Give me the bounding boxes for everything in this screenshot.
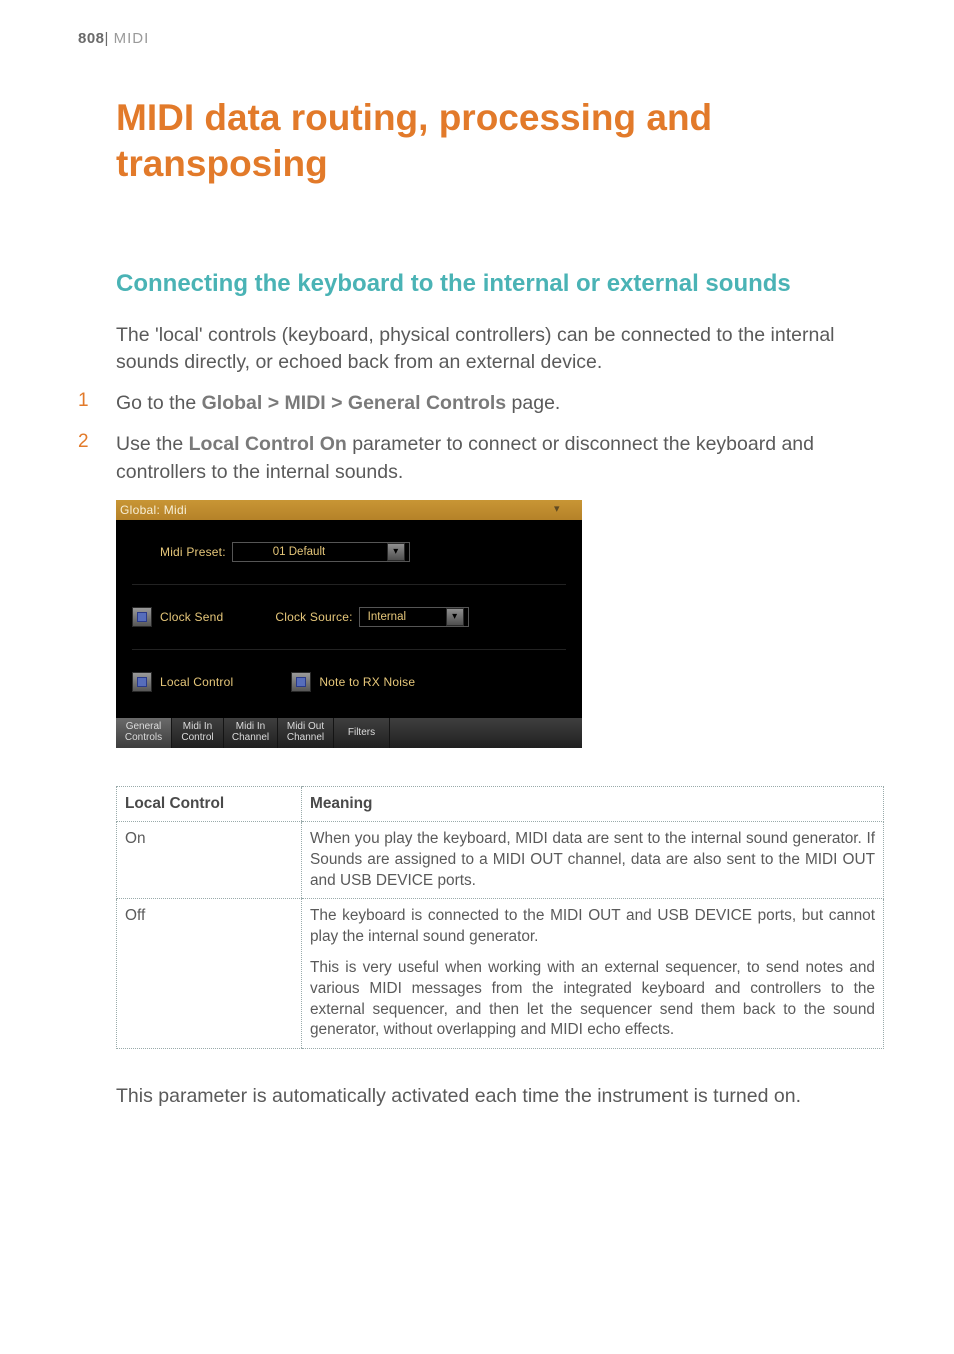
step-body: Use the Local Control On parameter to co… (116, 431, 884, 486)
checkbox-checked-icon (137, 612, 147, 622)
tab-label-line2: Control (181, 733, 213, 744)
cell-paragraph: The keyboard is connected to the MIDI OU… (310, 906, 875, 948)
page-header: 808| MIDI (78, 30, 884, 47)
midi-preset-label: Midi Preset: (160, 545, 226, 559)
nav-path: Global > MIDI > General Controls (202, 392, 506, 414)
chevron-down-icon[interactable]: ▾ (387, 543, 405, 561)
table-row: On When you play the keyboard, MIDI data… (117, 821, 884, 898)
step-text-pre: Go to the (116, 392, 202, 414)
cell-meaning-off: The keyboard is connected to the MIDI OU… (302, 899, 884, 1049)
settings-screenshot: Global: Midi ▾ Midi Preset: 01 Default ▾… (116, 500, 582, 748)
window-titlebar: Global: Midi ▾ (116, 500, 582, 520)
local-control-row: Local Control Note to RX Noise (132, 649, 566, 692)
midi-preset-dropdown[interactable]: 01 Default ▾ (232, 542, 410, 562)
checkbox-checked-icon (137, 677, 147, 687)
checkbox-checked-icon (296, 677, 306, 687)
panel-body: Midi Preset: 01 Default ▾ Clock Send Clo… (116, 520, 582, 718)
tab-filters[interactable]: Filters (334, 718, 390, 748)
cell-local-control-on: On (117, 821, 302, 898)
page-number: 808 (78, 30, 105, 47)
table-row: Off The keyboard is connected to the MID… (117, 899, 884, 1049)
cell-paragraph: This is very useful when working with an… (310, 958, 875, 1041)
tab-midi-in-channel[interactable]: Midi In Channel (224, 718, 278, 748)
table-header-meaning: Meaning (302, 786, 884, 821)
table-header-row: Local Control Meaning (117, 786, 884, 821)
clock-source-dropdown[interactable]: Internal ▾ (359, 607, 469, 627)
step-body: Go to the Global > MIDI > General Contro… (116, 390, 884, 417)
step-2: 2 Use the Local Control On parameter to … (78, 431, 884, 486)
tab-midi-in-control[interactable]: Midi In Control (172, 718, 224, 748)
local-control-label: Local Control (160, 675, 233, 689)
clock-send-checkbox[interactable] (132, 607, 152, 627)
tab-general-controls[interactable]: General Controls (116, 718, 172, 748)
note-rx-label: Note to RX Noise (319, 675, 415, 689)
tab-label-line2: Controls (125, 733, 162, 744)
table-header-local-control: Local Control (117, 786, 302, 821)
window-title: Global: Midi (120, 503, 187, 517)
local-control-checkbox[interactable] (132, 672, 152, 692)
chevron-down-icon[interactable]: ▾ (446, 608, 464, 626)
step-text-post: page. (506, 392, 560, 414)
step-text-pre: Use the (116, 433, 189, 455)
clock-row: Clock Send Clock Source: Internal ▾ (132, 584, 566, 627)
tab-label-line1: Filters (348, 728, 375, 739)
tab-label-line2: Channel (287, 733, 324, 744)
step-1: 1 Go to the Global > MIDI > General Cont… (78, 390, 884, 417)
clock-source-label: Clock Source: (275, 610, 352, 624)
page-title: MIDI data routing, processing and transp… (116, 95, 884, 188)
step-number: 1 (78, 390, 116, 412)
section-name: MIDI (114, 30, 150, 47)
local-control-table: Local Control Meaning On When you play t… (116, 786, 884, 1049)
step-number: 2 (78, 431, 116, 453)
subsection-heading: Connecting the keyboard to the internal … (116, 270, 884, 298)
tab-midi-out-channel[interactable]: Midi Out Channel (278, 718, 334, 748)
clock-send-label: Clock Send (160, 610, 223, 624)
parameter-name: Local Control On (189, 433, 347, 455)
cell-local-control-off: Off (117, 899, 302, 1049)
page-separator: | (105, 30, 109, 47)
midi-preset-value: 01 Default (273, 546, 325, 558)
tab-bar: General Controls Midi In Control Midi In… (116, 718, 582, 748)
intro-paragraph: The 'local' controls (keyboard, physical… (116, 322, 884, 377)
midi-preset-row: Midi Preset: 01 Default ▾ (132, 542, 566, 562)
cell-paragraph: When you play the keyboard, MIDI data ar… (310, 829, 875, 891)
clock-source-value: Internal (368, 611, 406, 623)
cell-meaning-on: When you play the keyboard, MIDI data ar… (302, 821, 884, 898)
closing-paragraph: This parameter is automatically activate… (116, 1083, 884, 1110)
menu-icon[interactable]: ▾ (554, 506, 576, 513)
tab-label-line2: Channel (232, 733, 269, 744)
note-rx-checkbox[interactable] (291, 672, 311, 692)
